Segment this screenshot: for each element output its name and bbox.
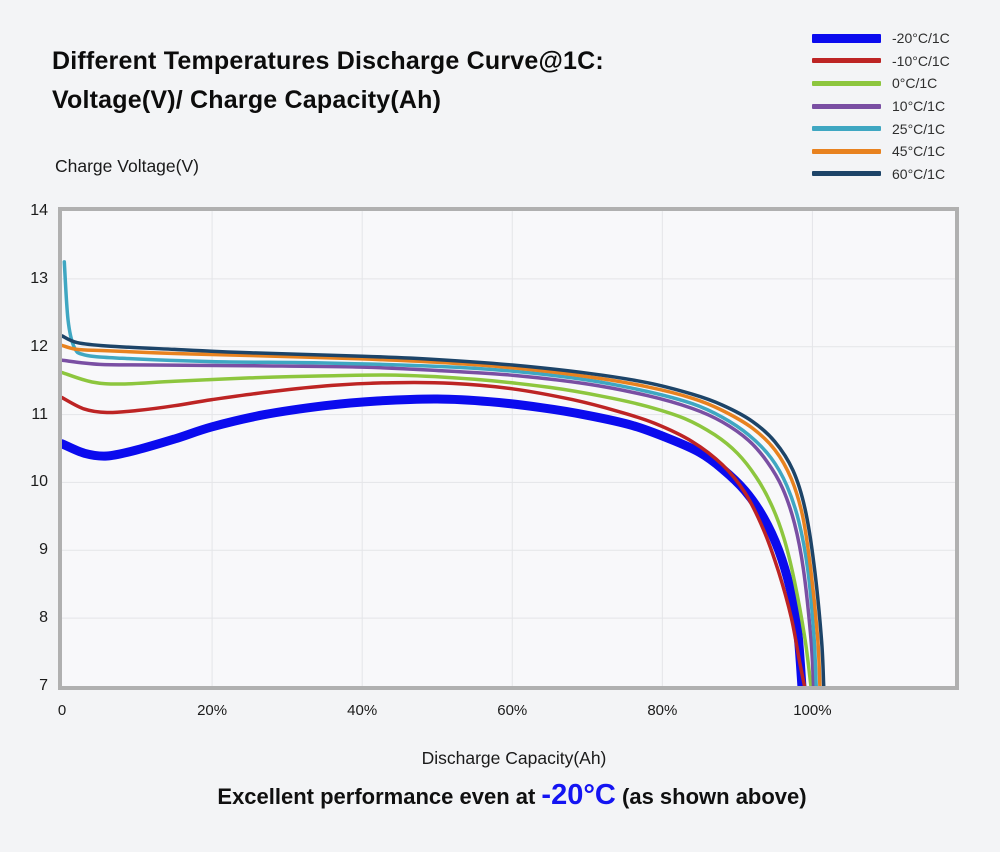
legend-label: -10°C/1C [892, 52, 950, 69]
y-tick-label: 8 [39, 609, 48, 627]
series-curve--10°C/1C [62, 380, 807, 686]
legend-item: 25°C/1C [812, 117, 992, 140]
legend-label: 45°C/1C [892, 143, 946, 160]
legend: -20°C/1C -10°C/1C 0°C/1C 10°C/1C 25°C/1C 45°C… [812, 27, 992, 185]
legend-swatch [812, 80, 881, 86]
legend-swatch [812, 148, 881, 154]
legend-item: 10°C/1C [812, 95, 992, 118]
legend-swatch [812, 33, 881, 43]
y-tick-label: 9 [39, 541, 48, 559]
series-curve-10°C/1C [62, 358, 816, 686]
legend-swatch [812, 171, 881, 177]
x-tick-label: 80% [647, 702, 678, 719]
chart-title-line2: Voltage(V)/ Charge Capacity(Ah) [52, 86, 442, 114]
legend-swatch [812, 58, 881, 64]
caption: Excellent performance even at -20°C (as … [0, 778, 1000, 814]
series-curve-45°C/1C [62, 343, 822, 686]
y-tick-label: 10 [30, 473, 48, 491]
legend-swatch [812, 126, 881, 132]
legend-swatch [812, 103, 881, 109]
caption-highlight: -20°C [541, 779, 616, 811]
series-curve-0°C/1C [62, 370, 813, 686]
legend-label: 60°C/1C [892, 165, 946, 182]
x-tick-label: 40% [347, 702, 378, 719]
plot-area [58, 207, 959, 690]
series-curve-60°C/1C [62, 334, 826, 686]
legend-label: 10°C/1C [892, 98, 946, 115]
series-curve-25°C/1C [62, 260, 818, 686]
chart-title-line1: Different Temperatures Discharge Curve@1… [52, 47, 604, 75]
x-axis-title: Discharge Capacity(Ah) [421, 748, 607, 768]
chart-title: Different Temperatures Discharge Curve@1… [52, 42, 604, 120]
legend-label: 25°C/1C [892, 120, 946, 137]
x-tick-label: 20% [197, 702, 228, 719]
plot-frame [58, 207, 959, 690]
legend-label: -20°C/1C [892, 30, 950, 47]
legend-item: -10°C/1C [812, 50, 992, 73]
y-tick-label: 11 [31, 405, 48, 423]
series-curve--20°C/1C [62, 394, 807, 686]
legend-label: 0°C/1C [892, 75, 938, 92]
legend-item: 45°C/1C [812, 140, 992, 163]
x-tick-label: 0 [57, 702, 67, 719]
legend-item: -20°C/1C [812, 27, 992, 50]
caption-prefix: Excellent performance even at [217, 784, 542, 809]
y-tick-label: 14 [30, 202, 48, 219]
y-tick-label: 13 [30, 269, 48, 287]
legend-item: 60°C/1C [812, 163, 992, 186]
y-tick-label: 12 [30, 337, 48, 355]
x-tick-label: 100% [793, 702, 832, 719]
y-axis-title: Charge Voltage(V) [55, 156, 199, 176]
legend-item: 0°C/1C [812, 72, 992, 95]
y-tick-label: 7 [39, 677, 48, 694]
caption-suffix: (as shown above) [615, 784, 807, 809]
x-tick-label: 60% [497, 702, 528, 719]
